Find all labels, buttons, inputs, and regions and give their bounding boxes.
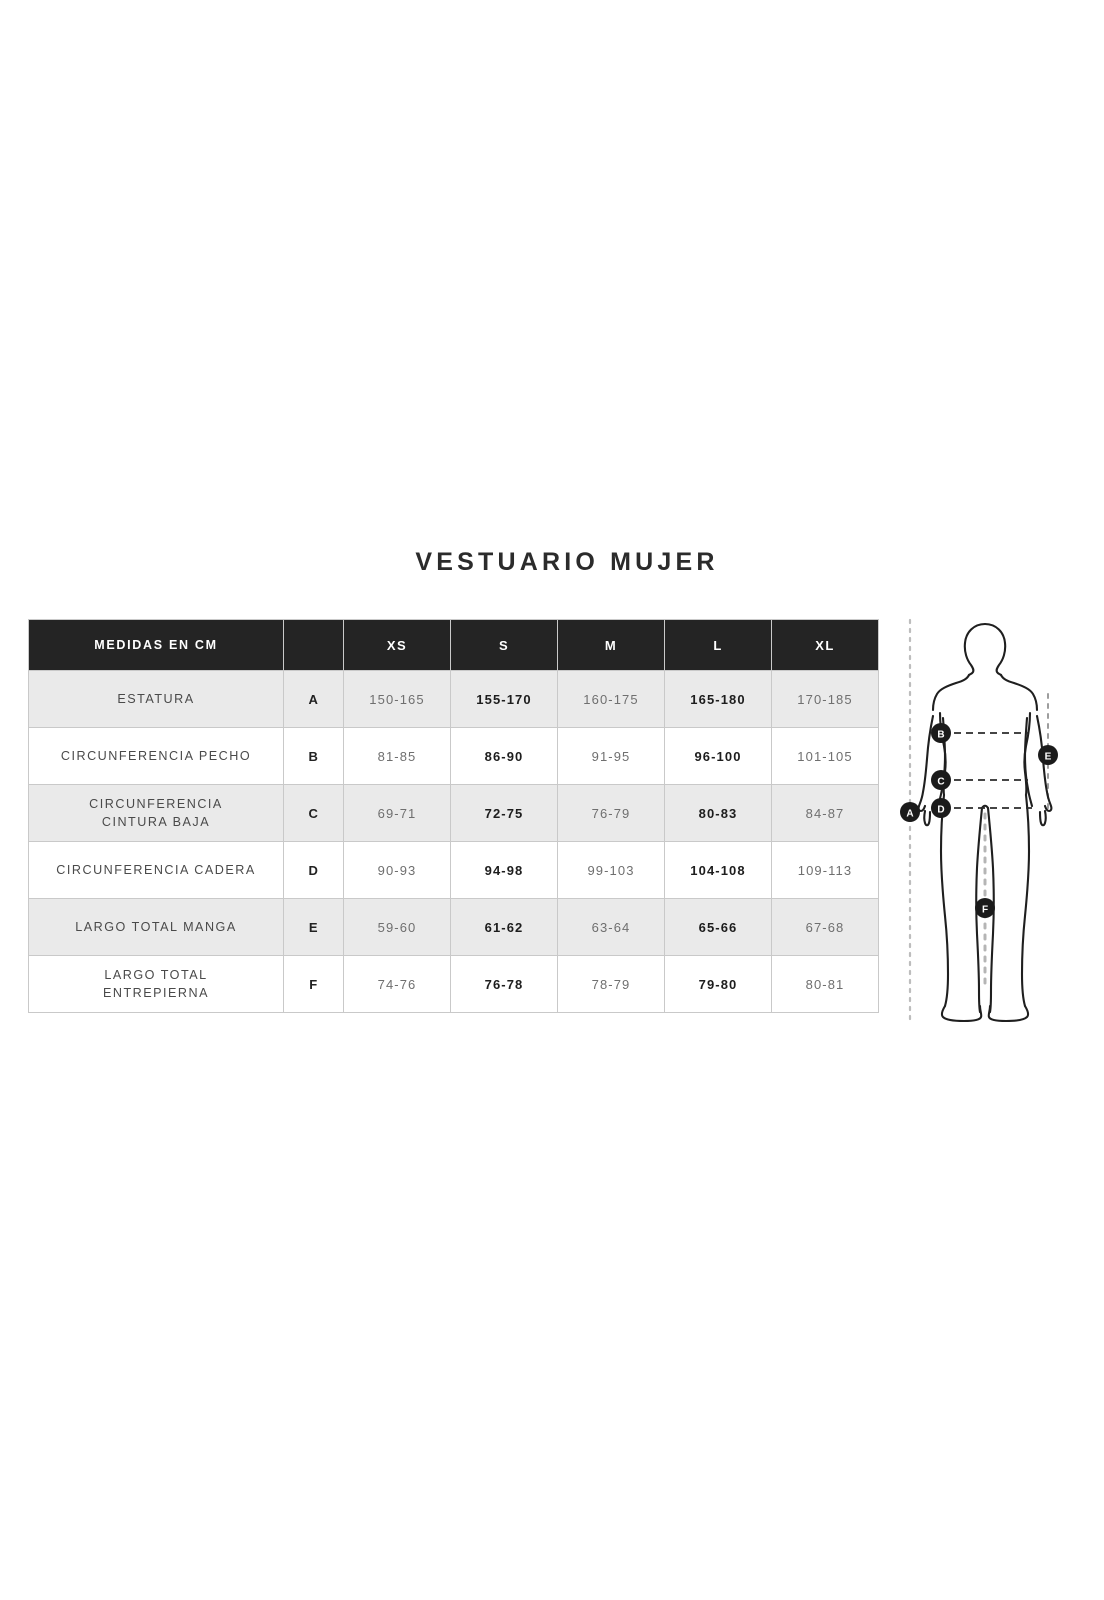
marker-f: F [975, 898, 995, 918]
marker-b-label: B [937, 730, 944, 741]
cell-estatura-xl: 170-185 [771, 670, 879, 728]
row-key-f: F [283, 955, 344, 1013]
row-label-largo-total-manga: LARGO TOTAL MANGA [28, 898, 284, 956]
row-key-c: C [283, 784, 344, 842]
cell-pecho-xs: 81-85 [343, 727, 451, 785]
row-label-estatura: ESTATURA [28, 670, 284, 728]
cell-manga-m: 63-64 [557, 898, 665, 956]
table-row: CIRCUNFERENCIA PECHO B 81-85 86-90 91-95… [28, 727, 879, 785]
header-size-xs: XS [343, 619, 451, 671]
cell-pecho-m: 91-95 [557, 727, 665, 785]
table-row: CIRCUNFERENCIA CADERA D 90-93 94-98 99-1… [28, 841, 879, 899]
cell-cadera-m: 99-103 [557, 841, 665, 899]
marker-c: C [931, 770, 951, 790]
header-size-xl: XL [771, 619, 879, 671]
table-row: LARGO TOTAL MANGA E 59-60 61-62 63-64 65… [28, 898, 879, 956]
row-key-d: D [283, 841, 344, 899]
row-key-b: B [283, 727, 344, 785]
cell-cadera-s: 94-98 [450, 841, 558, 899]
cell-estatura-s: 155-170 [450, 670, 558, 728]
table-row: CIRCUNFERENCIA CINTURA BAJA C 69-71 72-75… [28, 784, 879, 842]
cell-entrepierna-s: 76-78 [450, 955, 558, 1013]
cell-manga-l: 65-66 [664, 898, 772, 956]
cell-manga-xl: 67-68 [771, 898, 879, 956]
size-chart-table-container: MEDIDAS EN CM XS S M L XL ESTATURA A 150… [28, 619, 879, 1013]
header-size-m: M [557, 619, 665, 671]
cell-pecho-xl: 101-105 [771, 727, 879, 785]
marker-e-label: E [1045, 752, 1052, 763]
cell-estatura-m: 160-175 [557, 670, 665, 728]
cell-manga-xs: 59-60 [343, 898, 451, 956]
cell-cintura-l: 80-83 [664, 784, 772, 842]
table-row: LARGO TOTAL ENTREPIERNA F 74-76 76-78 78-… [28, 955, 879, 1013]
header-key-column [283, 619, 344, 671]
table-header: MEDIDAS EN CM XS S M L XL [28, 619, 879, 671]
row-label-circunferencia-pecho: CIRCUNFERENCIA PECHO [28, 727, 284, 785]
table-body: ESTATURA A 150-165 155-170 160-175 165-1… [28, 670, 879, 1013]
table-row: ESTATURA A 150-165 155-170 160-175 165-1… [28, 670, 879, 728]
header-measures-label: MEDIDAS EN CM [28, 619, 284, 671]
header-size-l: L [664, 619, 772, 671]
page-title: VESTUARIO MUJER [415, 548, 719, 576]
marker-a-label: A [906, 809, 913, 820]
cell-estatura-xs: 150-165 [343, 670, 451, 728]
size-chart-table: MEDIDAS EN CM XS S M L XL ESTATURA A 150… [28, 619, 879, 1013]
cell-entrepierna-l: 79-80 [664, 955, 772, 1013]
marker-c-label: C [937, 777, 944, 788]
row-key-a: A [283, 670, 344, 728]
row-label-circunferencia-cadera: CIRCUNFERENCIA CADERA [28, 841, 284, 899]
row-label-largo-total-entrepierna: LARGO TOTAL ENTREPIERNA [28, 955, 284, 1013]
cell-entrepierna-xs: 74-76 [343, 955, 451, 1013]
cell-cadera-l: 104-108 [664, 841, 772, 899]
marker-e: E [1038, 745, 1058, 765]
body-measurement-diagram: A B C D E F [890, 612, 1080, 1027]
marker-d: D [931, 798, 951, 818]
cell-pecho-l: 96-100 [664, 727, 772, 785]
cell-cintura-xl: 84-87 [771, 784, 879, 842]
cell-pecho-s: 86-90 [450, 727, 558, 785]
marker-a: A [900, 802, 920, 822]
header-row: MEDIDAS EN CM XS S M L XL [28, 619, 879, 671]
row-label-circunferencia-cintura-baja: CIRCUNFERENCIA CINTURA BAJA [28, 784, 284, 842]
header-size-s: S [450, 619, 558, 671]
cell-cintura-s: 72-75 [450, 784, 558, 842]
cell-cadera-xs: 90-93 [343, 841, 451, 899]
cell-manga-s: 61-62 [450, 898, 558, 956]
cell-entrepierna-m: 78-79 [557, 955, 665, 1013]
cell-entrepierna-xl: 80-81 [771, 955, 879, 1013]
marker-f-label: F [982, 905, 988, 916]
marker-b: B [931, 723, 951, 743]
cell-cintura-m: 76-79 [557, 784, 665, 842]
cell-cintura-xs: 69-71 [343, 784, 451, 842]
cell-cadera-xl: 109-113 [771, 841, 879, 899]
cell-estatura-l: 165-180 [664, 670, 772, 728]
row-key-e: E [283, 898, 344, 956]
marker-d-label: D [937, 805, 944, 816]
